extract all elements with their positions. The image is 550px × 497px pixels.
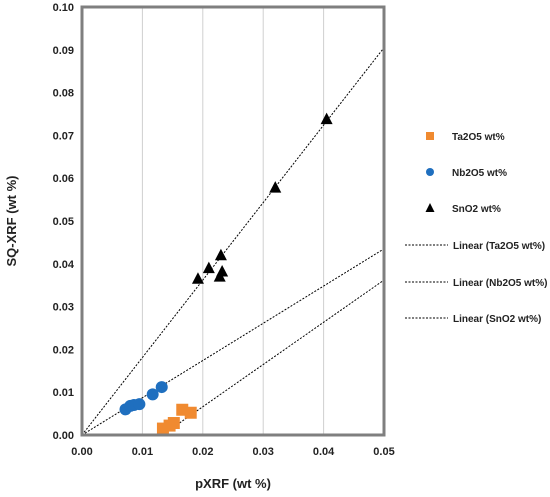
legend: Ta2O5 wt% Nb2O5 wt% SnO2 wt% Linear (Ta2O5 … — [405, 132, 547, 325]
y-tick-label: 0.04 — [53, 259, 75, 271]
y-tick-label: 0.07 — [53, 130, 74, 142]
trendline — [81, 248, 385, 436]
x-tick-label: 0.01 — [132, 446, 153, 458]
legend-label: Nb2O5 wt% — [452, 168, 507, 179]
legend-label: Linear (Ta2O5 wt%) — [453, 241, 545, 252]
y-tick-label: 0.00 — [53, 430, 74, 442]
legend-label: Ta2O5 wt% — [452, 132, 505, 143]
trendlines — [81, 47, 385, 436]
data-points — [119, 112, 333, 435]
tick-labels: 0.00 0.01 0.02 0.03 0.04 0.05 0.00 0.01 0.02 0.03… — [53, 2, 395, 458]
legend-marker-square — [426, 132, 434, 140]
y-tick-label: 0.09 — [53, 45, 74, 57]
x-tick-label: 0.02 — [192, 446, 213, 458]
data-point-triangle — [191, 272, 204, 284]
legend-label: Linear (Nb2O5 wt%) — [453, 278, 547, 289]
x-tick-label: 0.05 — [373, 446, 394, 458]
legend-marker-circle — [426, 168, 434, 176]
legend-marker-triangle — [425, 203, 435, 212]
data-point-circle — [133, 398, 146, 411]
y-tick-label: 0.06 — [53, 173, 74, 185]
data-point-circle — [146, 388, 159, 401]
plot-area-border — [80, 5, 386, 437]
data-point-triangle — [216, 265, 229, 277]
x-axis-title: pXRF (wt %) — [195, 476, 271, 491]
data-point-triangle — [320, 112, 333, 125]
trendline — [81, 47, 385, 436]
x-tick-label: 0.04 — [313, 446, 335, 458]
y-tick-label: 0.03 — [53, 302, 74, 314]
y-tick-label: 0.05 — [53, 216, 74, 228]
legend-label: Linear (SnO2 wt%) — [453, 314, 541, 325]
y-tick-label: 0.08 — [53, 88, 74, 100]
y-tick-label: 0.10 — [53, 2, 74, 14]
x-tick-label: 0.00 — [71, 446, 92, 458]
grid-lines — [141, 7, 325, 435]
y-axis-title: SQ-XRF (wt %) — [4, 176, 19, 267]
data-point-circle — [155, 381, 168, 394]
y-tick-label: 0.01 — [53, 387, 74, 399]
data-point-square — [184, 406, 197, 419]
data-point-triangle — [202, 261, 215, 274]
data-point-square — [167, 417, 180, 430]
data-point-triangle — [214, 248, 227, 261]
x-tick-label: 0.03 — [252, 446, 273, 458]
legend-label: SnO2 wt% — [452, 204, 501, 215]
y-tick-label: 0.02 — [53, 344, 74, 356]
data-point-triangle — [269, 181, 282, 193]
trendline — [162, 279, 385, 436]
